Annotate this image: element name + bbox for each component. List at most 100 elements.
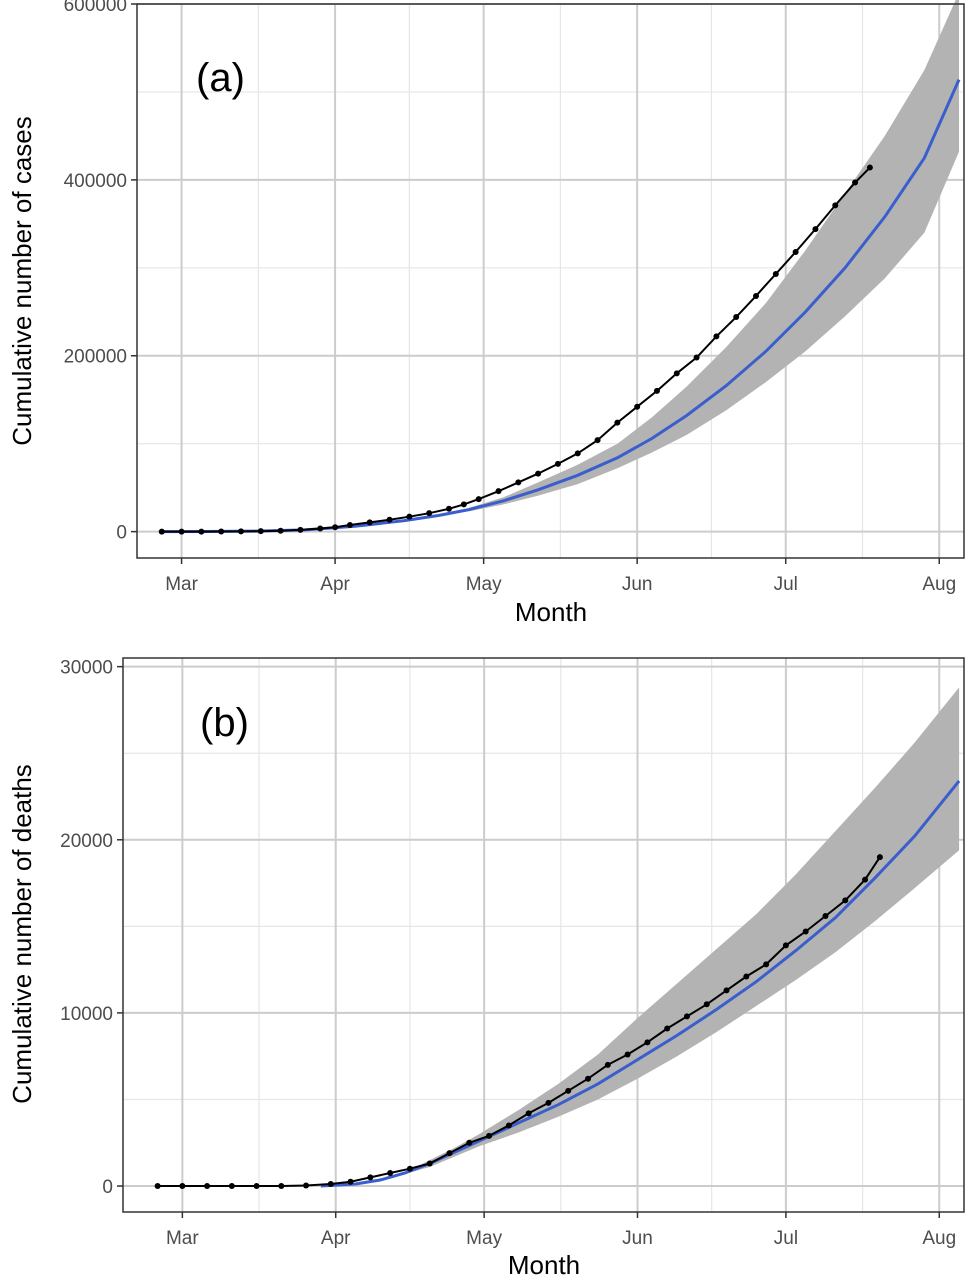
panel-b-deaths: (b) Month Cumulative number of deaths Ma… <box>7 658 964 1280</box>
panel-a-data-point <box>461 501 467 507</box>
panel-a-cases: (a) Month Cumulative number of cases Mar… <box>7 0 964 627</box>
panel-b-data-point <box>842 897 848 903</box>
panel-b-data-point <box>684 1013 690 1019</box>
panel-b-data-point <box>783 942 789 948</box>
panel-b-data-point <box>204 1183 210 1189</box>
panel-a-data-point <box>753 293 759 299</box>
panel-a-x-tick-label: Jul <box>774 574 798 595</box>
panel-a-data-point <box>297 527 303 533</box>
panel-a-data-point <box>179 529 185 535</box>
panel-b-data-point <box>367 1174 373 1180</box>
panel-b-data-point <box>605 1062 611 1068</box>
panel-b-y-tick-label: 30000 <box>60 658 113 679</box>
panel-a-data-point <box>867 165 873 171</box>
panel-a-x-tick-label: May <box>466 574 502 595</box>
panel-a-x-tick-label: Apr <box>320 574 350 595</box>
panel-a-data-point <box>713 333 719 339</box>
panel-b-data-point <box>664 1025 670 1031</box>
panel-a-data-point <box>733 314 739 320</box>
panel-b-data-point <box>387 1170 393 1176</box>
panel-b-x-tick-label: May <box>466 1228 502 1249</box>
panel-a-x-axis-title: Month <box>515 597 587 627</box>
panel-b-data-point <box>303 1183 309 1189</box>
panel-b-y-tick-label: 20000 <box>60 831 113 852</box>
panel-a-y-tick-label: 600000 <box>64 0 127 16</box>
panel-a-data-point <box>654 388 660 394</box>
panel-b-data-point <box>254 1183 260 1189</box>
panel-b-data-point <box>506 1122 512 1128</box>
panel-b-data-point <box>427 1161 433 1167</box>
panel-a-data-point <box>317 526 323 532</box>
panel-b-x-tick-label: Apr <box>321 1228 351 1249</box>
panel-a-plot-area <box>137 0 964 558</box>
panel-b-data-point <box>803 929 809 935</box>
panel-b-y-axis-title: Cumulative number of deaths <box>7 764 37 1104</box>
panel-a-data-point <box>852 180 858 186</box>
figure: (a) Month Cumulative number of cases Mar… <box>0 0 976 1280</box>
panel-b-data-point <box>155 1183 161 1189</box>
panel-a-data-point <box>278 528 284 534</box>
panel-b-data-point <box>407 1166 413 1172</box>
panel-a-data-point <box>406 514 412 520</box>
panel-a-data-point <box>773 271 779 277</box>
panel-a-data-point <box>367 519 373 525</box>
panel-b-data-point <box>822 913 828 919</box>
panel-a-data-point <box>238 528 244 534</box>
panel-a-data-point <box>674 370 680 376</box>
panel-a-data-point <box>812 226 818 232</box>
panel-a-data-point <box>218 529 224 535</box>
panel-b-data-point <box>526 1110 532 1116</box>
panel-a-data-point <box>426 510 432 516</box>
panel-b-data-point <box>179 1183 185 1189</box>
panel-a-y-axis-title: Cumulative number of cases <box>7 116 37 445</box>
panel-a-data-point <box>446 506 452 512</box>
panel-a-data-point <box>535 471 541 477</box>
panel-a-y-tick-label: 200000 <box>64 347 127 368</box>
panel-a-data-point <box>595 437 601 443</box>
panel-b-data-point <box>877 854 883 860</box>
panel-b-data-point <box>447 1150 453 1156</box>
panel-b-y-tick-label: 10000 <box>60 1004 113 1025</box>
panel-a-y-tick-label: 0 <box>116 523 127 544</box>
panel-a-data-point <box>387 517 393 523</box>
panel-b-data-point <box>644 1039 650 1045</box>
panel-a-data-point <box>832 202 838 208</box>
panel-a-x-tick-label: Mar <box>165 574 198 595</box>
panel-a-data-point <box>694 355 700 361</box>
panel-b-data-point <box>466 1140 472 1146</box>
panel-b-data-point <box>763 961 769 967</box>
panel-a-data-point <box>159 529 165 535</box>
panel-a-data-point <box>614 420 620 426</box>
panel-b-x-tick-label: Jun <box>622 1228 653 1249</box>
panel-b-data-point <box>585 1076 591 1082</box>
panel-b-data-point <box>743 974 749 980</box>
panel-b-data-point <box>625 1051 631 1057</box>
panel-b-x-axis-title: Month <box>508 1250 580 1280</box>
panel-b-data-point <box>545 1100 551 1106</box>
panel-a-data-point <box>793 249 799 255</box>
panel-a-data-point <box>347 522 353 528</box>
panel-a-tag: (a) <box>196 56 245 100</box>
panel-a-x-tick-label: Aug <box>922 574 956 595</box>
panel-b-x-tick-label: Jul <box>774 1228 798 1249</box>
panel-a-data-point <box>634 404 640 410</box>
panel-b-data-point <box>724 987 730 993</box>
panel-a-data-point <box>258 528 264 534</box>
panel-b-data-point <box>704 1001 710 1007</box>
panel-b-y-tick-label: 0 <box>102 1177 113 1198</box>
panel-b-data-point <box>278 1183 284 1189</box>
panel-a-x-tick-label: Jun <box>622 574 653 595</box>
panel-a-data-point <box>496 488 502 494</box>
panel-b-x-tick-label: Aug <box>922 1228 956 1249</box>
panel-a-data-point <box>555 461 561 467</box>
panel-a-data-point <box>515 479 521 485</box>
panel-b-data-point <box>348 1179 354 1185</box>
panel-b-x-tick-label: Mar <box>166 1228 199 1249</box>
panel-b-tag: (b) <box>200 701 249 745</box>
panel-b-data-point <box>328 1181 334 1187</box>
panel-a-data-point <box>198 529 204 535</box>
panel-b-data-point <box>486 1133 492 1139</box>
panel-b-data-point <box>229 1183 235 1189</box>
panel-b-data-point <box>565 1088 571 1094</box>
panel-a-data-point <box>575 450 581 456</box>
